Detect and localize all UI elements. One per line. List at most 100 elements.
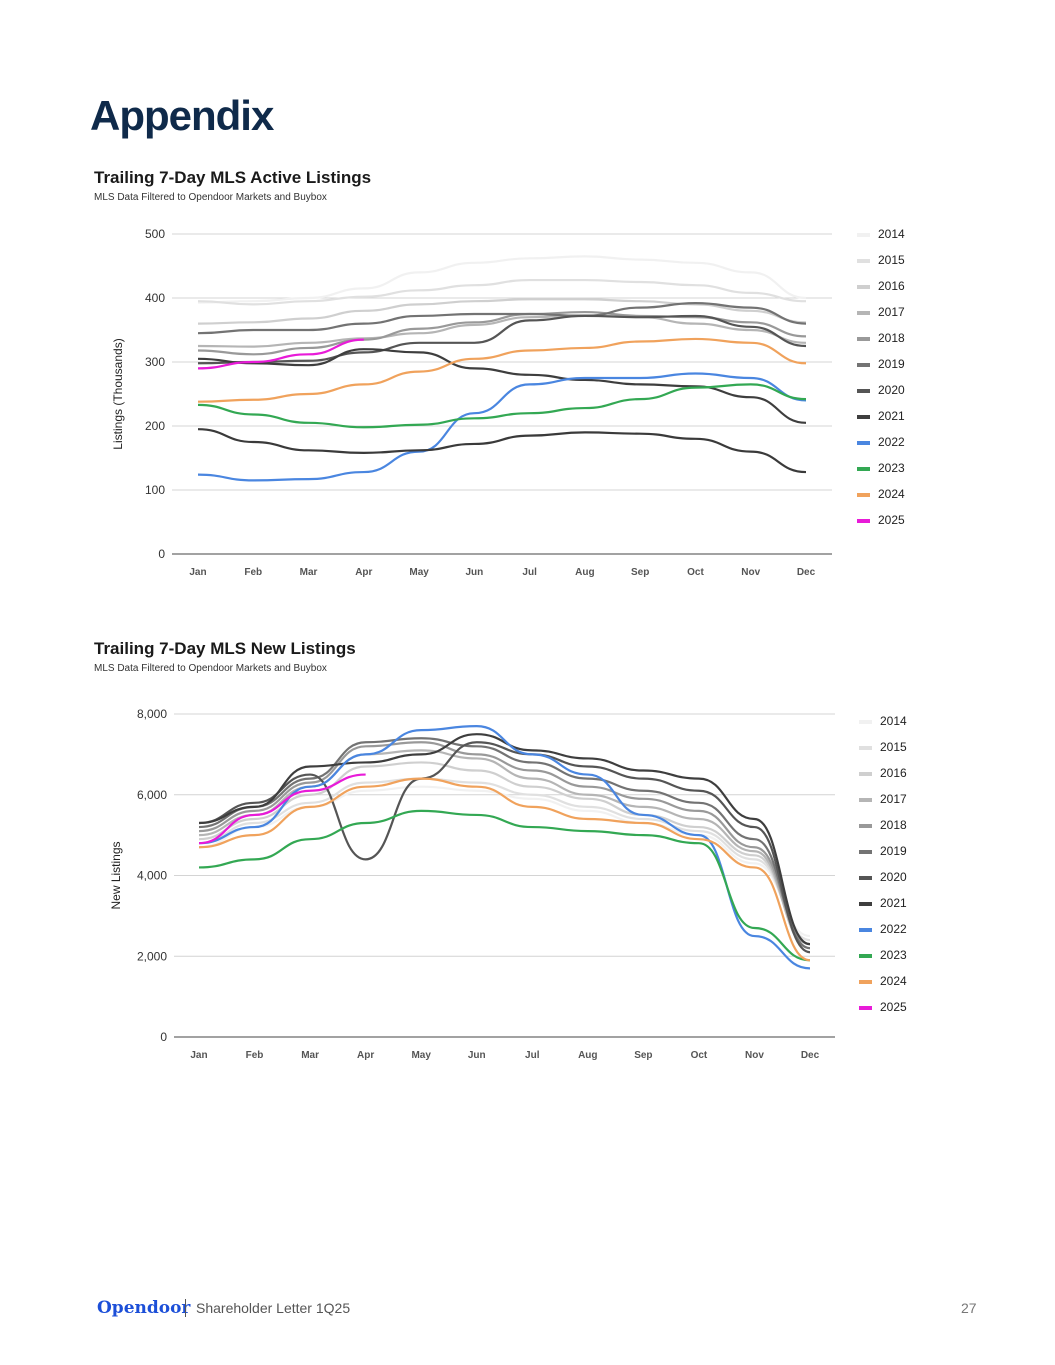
legend-swatch (859, 772, 872, 776)
series-line-2020 (198, 741, 811, 954)
legend-swatch (859, 1006, 872, 1010)
legend-swatch (857, 311, 870, 315)
series-line-2021b (197, 428, 807, 474)
legend-swatch (859, 746, 872, 750)
y-tick-label: 0 (160, 1030, 167, 1044)
x-tick-label: Aug (575, 567, 594, 578)
legend-label: 2017 (880, 792, 907, 806)
legend-label: 2023 (880, 948, 907, 962)
x-tick-label: Jul (522, 567, 537, 578)
legend-label: 2022 (878, 435, 905, 449)
legend-label: 2016 (878, 279, 905, 293)
legend-label: 2021 (878, 409, 905, 423)
y-tick-label: 100 (145, 483, 165, 497)
x-tick-label: Jun (468, 1050, 486, 1061)
legend-label: 2014 (880, 714, 907, 728)
series-line-2016 (197, 298, 807, 325)
series-line-2023 (198, 809, 811, 962)
legend-label: 2017 (878, 305, 905, 319)
legend-swatch (859, 720, 872, 724)
series-line-2018 (198, 741, 811, 946)
series-line-2019 (197, 302, 807, 335)
legend-swatch (859, 798, 872, 802)
x-tick-label: Apr (357, 1050, 374, 1061)
series-line-2023 (197, 383, 807, 429)
legend-label: 2015 (880, 740, 907, 754)
chart-subtitle-new: MLS Data Filtered to Opendoor Markets an… (94, 663, 327, 674)
y-tick-label: 6,000 (137, 788, 167, 802)
legend-swatch (857, 389, 870, 393)
x-tick-label: Aug (578, 1050, 597, 1061)
x-tick-label: Feb (244, 567, 262, 578)
legend-label: 2021 (880, 896, 907, 910)
x-tick-label: Jan (189, 567, 206, 578)
legend-swatch (859, 954, 872, 958)
legend-label: 2020 (880, 870, 907, 884)
legend-label: 2024 (878, 487, 905, 501)
legend-label: 2020 (878, 383, 905, 397)
legend-swatch (857, 233, 870, 237)
legend-swatch (859, 824, 872, 828)
series-line-2024 (197, 337, 807, 403)
x-tick-label: Oct (687, 567, 704, 578)
y-tick-label: 8,000 (137, 707, 167, 721)
y-tick-label: 200 (145, 419, 165, 433)
legend-swatch (859, 902, 872, 906)
series-line-2024 (198, 777, 811, 962)
series-line-2019 (198, 737, 811, 950)
legend-swatch (857, 519, 870, 523)
series-line-2020 (197, 314, 807, 365)
legend-swatch (859, 980, 872, 984)
legend-label: 2025 (880, 1000, 907, 1014)
x-tick-label: Feb (246, 1050, 264, 1061)
legend-swatch (857, 467, 870, 471)
y-axis-label: Listings (Thousands) (111, 338, 125, 449)
y-tick-label: 2,000 (137, 949, 167, 963)
y-tick-label: 400 (145, 291, 165, 305)
legend-swatch (857, 259, 870, 263)
chart-title-active: Trailing 7-Day MLS Active Listings (94, 168, 372, 187)
opendoor-logo: Opendoor (97, 1298, 191, 1318)
legend-label: 2022 (880, 922, 907, 936)
x-tick-label: Dec (801, 1050, 820, 1061)
legend-label: 2025 (878, 513, 905, 527)
page-title: Appendix (90, 92, 274, 139)
x-tick-label: Jun (465, 567, 483, 578)
legend-label: 2018 (878, 331, 905, 345)
legend-swatch (857, 363, 870, 367)
footer-document-name: Shareholder Letter 1Q25 (196, 1300, 351, 1316)
legend-label: 2019 (880, 844, 907, 858)
legend-swatch (857, 493, 870, 497)
chart-subtitle-active: MLS Data Filtered to Opendoor Markets an… (94, 192, 327, 203)
x-tick-label: Jul (525, 1050, 540, 1061)
series-line-2025 (198, 773, 366, 845)
legend-swatch (859, 876, 872, 880)
series-line-2022 (197, 372, 807, 482)
y-tick-label: 0 (158, 547, 165, 561)
series-line-2022 (198, 725, 811, 970)
x-tick-label: Sep (634, 1050, 652, 1061)
legend-label: 2024 (880, 974, 907, 988)
chart-title-new: Trailing 7-Day MLS New Listings (94, 639, 356, 658)
legend-swatch (857, 415, 870, 419)
series-line-2015 (197, 278, 807, 306)
x-tick-label: Mar (300, 567, 318, 578)
legend-label: 2015 (878, 253, 905, 267)
footer-divider (185, 1299, 186, 1317)
page-number: 27 (961, 1300, 977, 1316)
series-line-2015 (198, 777, 811, 942)
legend-label: 2016 (880, 766, 907, 780)
series-line-2017 (197, 314, 807, 348)
x-tick-label: Sep (631, 567, 649, 578)
legend-swatch (857, 441, 870, 445)
series-line-2025 (197, 338, 364, 370)
x-tick-label: Oct (691, 1050, 708, 1061)
series-line-2014 (197, 255, 807, 304)
y-tick-label: 500 (145, 227, 165, 241)
x-tick-label: Nov (741, 567, 760, 578)
series-line-2021 (198, 733, 811, 946)
x-tick-label: Jan (190, 1050, 207, 1061)
legend-label: 2023 (878, 461, 905, 475)
